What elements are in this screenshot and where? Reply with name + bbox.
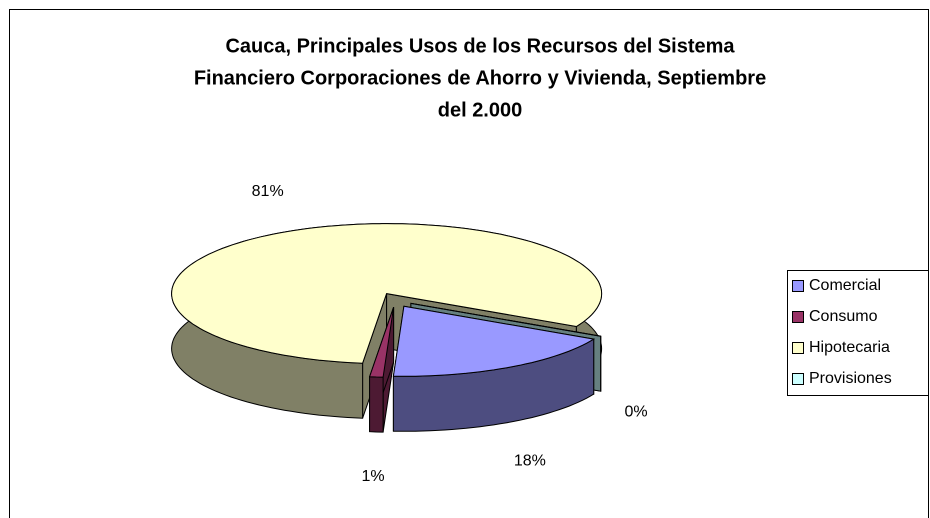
data-label: 18%: [514, 452, 546, 469]
pie-slice: [392, 305, 596, 377]
data-label: 0%: [624, 404, 647, 421]
slice-wall: [369, 376, 384, 433]
legend-swatch: [792, 373, 804, 385]
pie-slice: [171, 223, 603, 364]
pie-slice: [368, 307, 395, 378]
chart-title: del 2.000: [438, 99, 523, 121]
chart-title: Cauca, Principales Usos de los Recursos …: [225, 35, 735, 57]
legend-label: Provisiones: [809, 370, 892, 387]
legend-swatch: [792, 342, 804, 354]
chart-title: Financiero Corporaciones de Ahorro y Viv…: [194, 67, 766, 89]
legend-label: Consumo: [809, 308, 878, 325]
legend-label: Comercial: [809, 277, 881, 294]
legend-box: [787, 270, 929, 396]
legend-swatch: [792, 280, 804, 292]
legend-swatch: [792, 311, 804, 323]
data-label: 81%: [252, 183, 284, 200]
data-label: 1%: [362, 468, 385, 485]
legend-label: Hipotecaria: [809, 339, 890, 356]
pie-slice: [410, 302, 601, 337]
